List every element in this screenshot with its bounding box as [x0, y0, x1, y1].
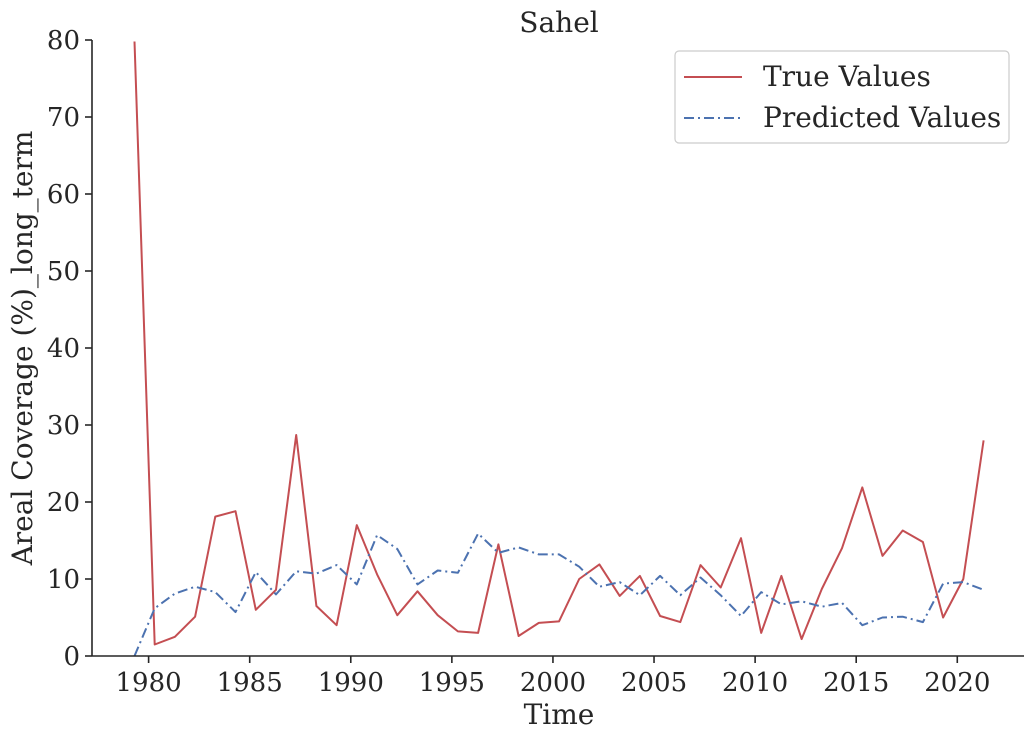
y-tick-label: 0 — [63, 642, 80, 672]
x-tick-label: 2000 — [520, 668, 586, 698]
x-axis-ticks: 1980 1985 1990 1995 2000 2005 2010 2015 2020 — [116, 656, 990, 698]
y-tick-label: 20 — [47, 488, 80, 518]
y-tick-label: 50 — [47, 257, 80, 287]
y-tick-label: 70 — [47, 103, 80, 133]
series-line-predicted-values — [133, 532, 984, 657]
y-tick-label: 60 — [47, 180, 80, 210]
x-tick-label: 1995 — [419, 668, 485, 698]
series-line-true-values — [133, 41, 985, 646]
x-tick-label: 2010 — [722, 668, 788, 698]
legend: True Values Predicted Values — [674, 50, 1010, 144]
y-tick-label: 40 — [47, 334, 80, 364]
x-axis-title: Time — [524, 698, 595, 731]
x-tick-label: 1985 — [217, 668, 283, 698]
legend-label-predicted-values: Predicted Values — [763, 101, 1001, 134]
x-tick-label: 2020 — [924, 668, 990, 698]
legend-frame — [674, 50, 1010, 144]
y-tick-label: 30 — [47, 411, 80, 441]
chart-title: Sahel — [519, 6, 598, 39]
y-axis-title: Areal Coverage (%)_long_term — [6, 131, 39, 567]
y-tick-label: 80 — [47, 26, 80, 56]
x-tick-label: 1990 — [318, 668, 384, 698]
y-axis-ticks: 0 10 20 30 40 50 60 70 80 — [47, 26, 92, 672]
y-tick-label: 10 — [47, 565, 80, 595]
series-layer — [133, 41, 985, 657]
x-tick-label: 1980 — [116, 668, 182, 698]
legend-label-true-values: True Values — [763, 60, 931, 93]
x-tick-label: 2005 — [621, 668, 687, 698]
x-tick-label: 2015 — [823, 668, 889, 698]
